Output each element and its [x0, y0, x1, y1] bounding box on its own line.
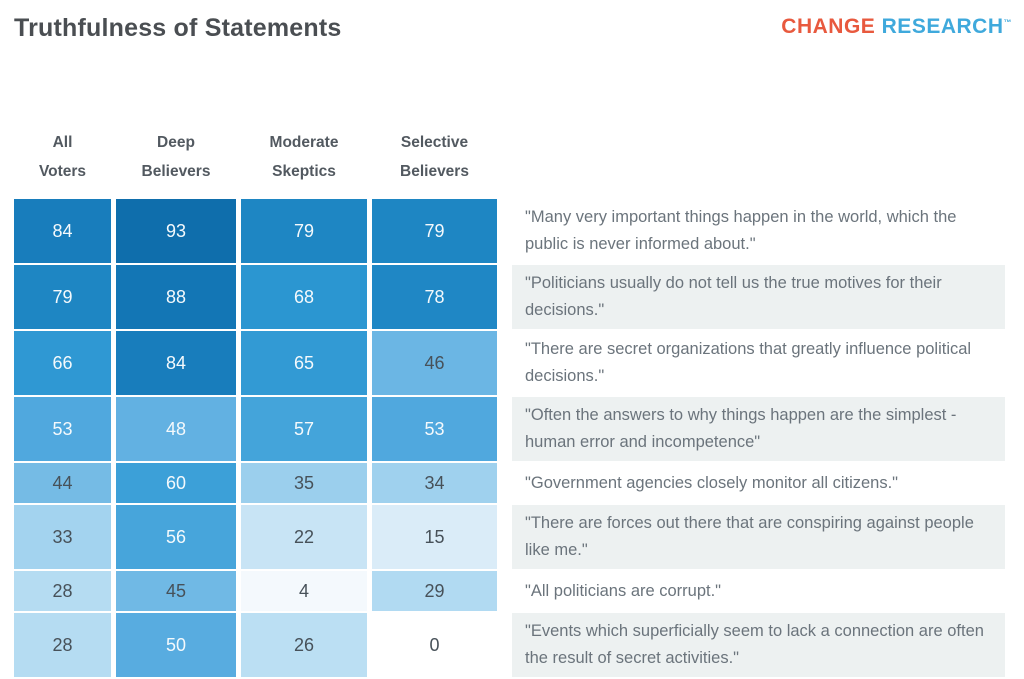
value-cell: 28: [14, 571, 111, 611]
value-cell: 79: [14, 265, 111, 329]
table-row: 28 50 26 0 "Events which superficially seem …: [14, 613, 1005, 677]
table-row: 66 84 65 46 "There are secret organizations …: [14, 331, 1005, 395]
column-header-moderate-skeptics: Moderate Skeptics: [269, 134, 339, 180]
heatmap-table: 84 93 79 79 "Many very important things happ…: [14, 199, 1005, 677]
value-cell: 4: [241, 571, 367, 611]
value-cell: 65: [241, 331, 367, 395]
column-header-deep-believers: Deep Believers: [141, 134, 211, 180]
value-cell: 50: [116, 613, 236, 677]
table-row: 79 88 68 78 "Politicians usually do not tell…: [14, 265, 1005, 329]
value-cell: 26: [241, 613, 367, 677]
column-header-all-voters: All Voters: [38, 134, 87, 180]
statement-text: "Many very important things happen in th…: [512, 199, 1005, 263]
table-row: 44 60 35 34 "Government agencies closely mon…: [14, 463, 1005, 503]
value-cell: 44: [14, 463, 111, 503]
value-cell: 88: [116, 265, 236, 329]
value-cell: 84: [116, 331, 236, 395]
value-cell: 93: [116, 199, 236, 263]
statement-text: "There are secret organizations that gre…: [512, 331, 1005, 395]
trademark-symbol: ™: [1003, 18, 1012, 27]
statement-text: "There are forces out there that are con…: [512, 505, 1005, 569]
value-cell: 29: [372, 571, 497, 611]
value-cell: 79: [241, 199, 367, 263]
value-cell: 22: [241, 505, 367, 569]
value-cell: 45: [116, 571, 236, 611]
value-cell: 28: [14, 613, 111, 677]
brand-logo: CHANGE RESEARCH™: [781, 15, 1012, 39]
brand-word-change: CHANGE: [781, 15, 876, 38]
top-bar: Truthfulness of Statements CHANGE RESEAR…: [14, 14, 1012, 43]
column-header-selective-believers: Selective Believers: [400, 134, 469, 180]
statement-text: "Events which superficially seem to lack…: [512, 613, 1005, 677]
value-cell: 68: [241, 265, 367, 329]
table-row: 33 56 22 15 "There are forces out there that…: [14, 505, 1005, 569]
value-cell: 0: [372, 613, 497, 677]
statement-text: "Politicians usually do not tell us the …: [512, 265, 1005, 329]
brand-word-research: RESEARCH: [881, 15, 1004, 38]
value-cell: 15: [372, 505, 497, 569]
value-cell: 46: [372, 331, 497, 395]
statement-text: "Government agencies closely monitor all…: [512, 463, 1005, 503]
value-cell: 57: [241, 397, 367, 461]
value-cell: 79: [372, 199, 497, 263]
value-cell: 48: [116, 397, 236, 461]
value-cell: 34: [372, 463, 497, 503]
table-row: 28 45 4 29 "All politicians are corrupt.": [14, 571, 1005, 611]
column-headers: All Voters Deep Believers Moderate Skeptics Se…: [14, 128, 1005, 186]
column-header-spacer: [512, 128, 1005, 186]
table-row: 84 93 79 79 "Many very important things happ…: [14, 199, 1005, 263]
statement-text: "Often the answers to why things happen …: [512, 397, 1005, 461]
value-cell: 35: [241, 463, 367, 503]
value-cell: 33: [14, 505, 111, 569]
value-cell: 84: [14, 199, 111, 263]
value-cell: 78: [372, 265, 497, 329]
table-row: 53 48 57 53 "Often the answers to why things…: [14, 397, 1005, 461]
value-cell: 56: [116, 505, 236, 569]
page-title: Truthfulness of Statements: [14, 14, 342, 42]
value-cell: 53: [372, 397, 497, 461]
value-cell: 60: [116, 463, 236, 503]
statement-text: "All politicians are corrupt.": [512, 571, 1005, 611]
value-cell: 66: [14, 331, 111, 395]
value-cell: 53: [14, 397, 111, 461]
